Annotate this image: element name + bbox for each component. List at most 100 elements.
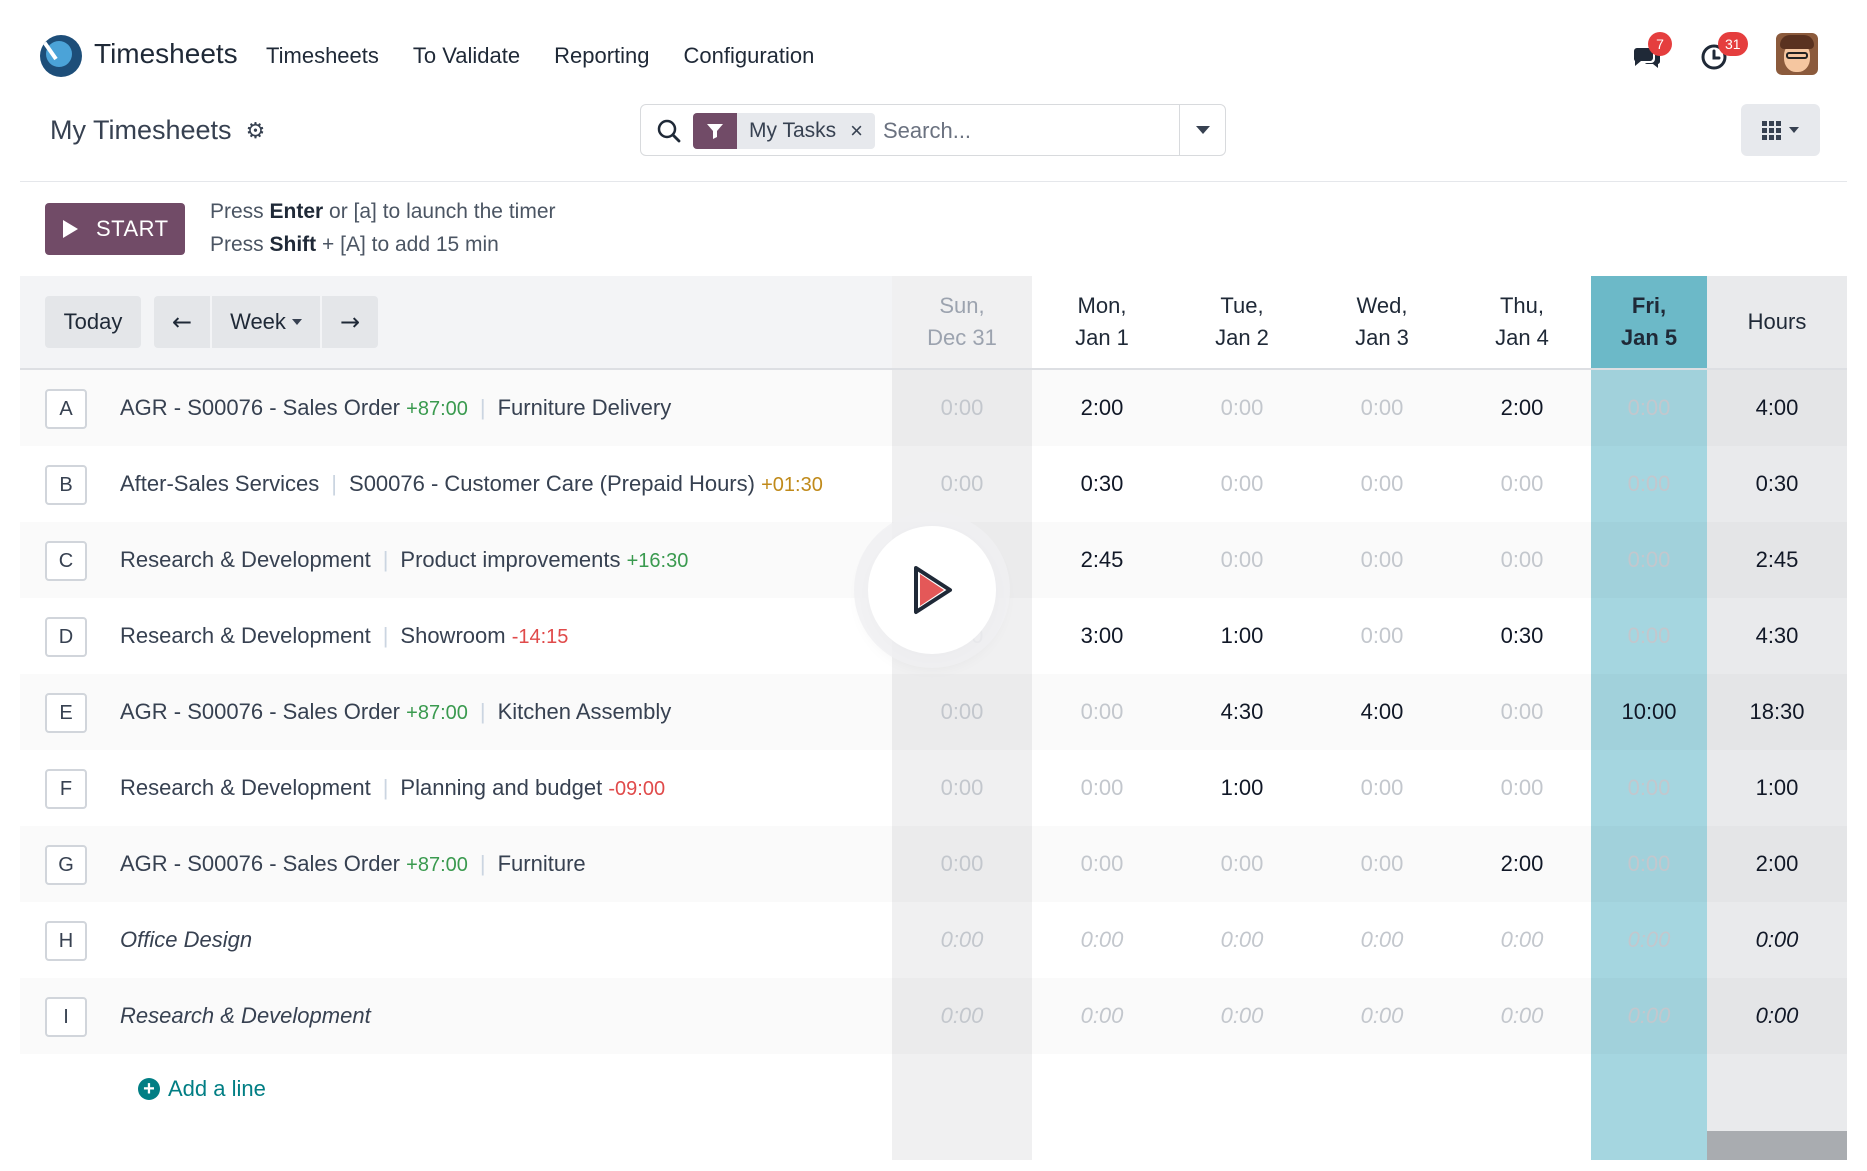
- time-cell[interactable]: 0:00: [1627, 927, 1671, 952]
- row-label[interactable]: Office Design: [120, 927, 252, 953]
- time-cell[interactable]: 0:00: [1080, 699, 1124, 724]
- main-menu: Timesheets To Validate Reporting Configu…: [266, 43, 814, 69]
- time-cell[interactable]: 0:00: [940, 395, 984, 420]
- row-total: 0:00: [1755, 1003, 1799, 1028]
- time-cell[interactable]: 0:00: [1360, 547, 1404, 572]
- video-play-button[interactable]: [868, 526, 996, 654]
- row-label[interactable]: AGR - S00076 - Sales Order +87:00 | Kitche…: [120, 699, 671, 725]
- row-project: Research & Development: [120, 623, 371, 648]
- time-cell[interactable]: 0:00: [1220, 1003, 1264, 1028]
- view-switcher-button[interactable]: [1741, 104, 1820, 156]
- time-cell[interactable]: 0:00: [940, 851, 984, 876]
- menu-configuration[interactable]: Configuration: [683, 43, 815, 68]
- row-label[interactable]: Research & Development | Showroom -14:15: [120, 623, 568, 649]
- time-cell[interactable]: 4:30: [1220, 699, 1264, 724]
- next-button[interactable]: →: [322, 296, 378, 348]
- time-cell[interactable]: 0:00: [1080, 1003, 1124, 1028]
- search-icon[interactable]: [655, 117, 683, 145]
- horizontal-scrollbar[interactable]: [1707, 1131, 1847, 1160]
- time-cell[interactable]: 0:00: [1360, 1003, 1404, 1028]
- time-cell[interactable]: 0:00: [1220, 547, 1264, 572]
- today-button[interactable]: Today: [45, 296, 141, 348]
- time-cell[interactable]: 0:00: [940, 471, 984, 496]
- time-cell[interactable]: 2:00: [1080, 395, 1124, 420]
- caret-down-icon: [291, 319, 302, 325]
- time-cell[interactable]: 0:00: [1080, 927, 1124, 952]
- facet-remove-icon[interactable]: ×: [850, 118, 863, 143]
- row-label[interactable]: Research & Development: [120, 1003, 371, 1029]
- row-separator: |: [382, 775, 389, 800]
- time-cell[interactable]: 0:00: [1360, 775, 1404, 800]
- gear-icon[interactable]: ⚙: [245, 117, 266, 143]
- row-shortcut-key: C: [45, 541, 87, 581]
- activities-button[interactable]: 31: [1700, 32, 1748, 72]
- time-cell[interactable]: 2:00: [1500, 395, 1544, 420]
- time-cell[interactable]: 0:00: [1627, 395, 1671, 420]
- task-remaining-hours: +16:30: [626, 550, 689, 572]
- menu-to-validate[interactable]: To Validate: [412, 43, 521, 68]
- row-label[interactable]: Research & Development | Planning and budg…: [120, 775, 665, 801]
- time-cell[interactable]: 4:00: [1360, 699, 1404, 724]
- add-line-button[interactable]: + Add a line: [138, 1076, 266, 1102]
- column-header-hours: Hours: [1747, 309, 1807, 334]
- time-cell[interactable]: 0:00: [1220, 471, 1264, 496]
- time-cell[interactable]: 0:00: [1627, 471, 1671, 496]
- time-cell[interactable]: 0:00: [940, 927, 984, 952]
- time-cell[interactable]: 0:00: [940, 775, 984, 800]
- time-cell[interactable]: 0:00: [1500, 775, 1544, 800]
- time-cell[interactable]: 1:00: [1220, 775, 1264, 800]
- row-label[interactable]: After-Sales Services | S00076 - Customer C…: [120, 471, 823, 497]
- caret-down-icon: [1195, 126, 1210, 134]
- time-cell[interactable]: 0:00: [1220, 851, 1264, 876]
- row-separator: |: [479, 851, 486, 876]
- time-cell[interactable]: 0:00: [1360, 927, 1404, 952]
- time-cell[interactable]: 0:00: [1080, 851, 1124, 876]
- previous-button[interactable]: ←: [154, 296, 210, 348]
- messages-button[interactable]: 7: [1630, 32, 1672, 72]
- range-dropdown[interactable]: Week: [212, 296, 320, 348]
- range-label: Week: [230, 309, 286, 334]
- time-cell[interactable]: 0:00: [1360, 623, 1404, 648]
- time-cell[interactable]: 0:00: [1220, 395, 1264, 420]
- start-timer-button[interactable]: START: [45, 203, 185, 255]
- time-cell[interactable]: 0:00: [1360, 851, 1404, 876]
- row-label[interactable]: AGR - S00076 - Sales Order +87:00 | Furnit…: [120, 851, 586, 877]
- time-cell[interactable]: 0:00: [1627, 547, 1671, 572]
- row-label[interactable]: AGR - S00076 - Sales Order +87:00 | Furnit…: [120, 395, 671, 421]
- search-input[interactable]: [883, 115, 1163, 147]
- menu-reporting[interactable]: Reporting: [554, 43, 650, 68]
- app-title[interactable]: Timesheets: [94, 38, 238, 69]
- row-project: Research & Development: [120, 775, 371, 800]
- row-label[interactable]: Research & Development | Product improveme…: [120, 547, 688, 573]
- time-cell[interactable]: 0:00: [1627, 623, 1671, 648]
- time-cell[interactable]: 0:00: [1500, 1003, 1544, 1028]
- time-cell[interactable]: 0:00: [1627, 1003, 1671, 1028]
- time-cell[interactable]: 0:00: [940, 1003, 984, 1028]
- menu-timesheets[interactable]: Timesheets: [266, 43, 379, 68]
- time-cell[interactable]: 0:00: [1500, 471, 1544, 496]
- time-cell[interactable]: 0:00: [1627, 851, 1671, 876]
- task-remaining-hours: +01:30: [761, 474, 823, 496]
- time-cell[interactable]: 0:00: [1220, 927, 1264, 952]
- time-cell[interactable]: 0:00: [940, 699, 984, 724]
- user-avatar[interactable]: [1776, 33, 1818, 75]
- time-cell[interactable]: 1:00: [1220, 623, 1264, 648]
- column-header-mon: Mon, Jan 1: [1075, 293, 1129, 350]
- time-cell[interactable]: 2:00: [1500, 851, 1544, 876]
- time-cell[interactable]: 2:45: [1080, 547, 1124, 572]
- time-cell[interactable]: 0:00: [1360, 395, 1404, 420]
- time-cell[interactable]: 0:00: [1500, 547, 1544, 572]
- time-cell[interactable]: 0:00: [1080, 775, 1124, 800]
- grid-row: D Research & Development | Showroom -14:15 0…: [20, 598, 1847, 674]
- chat-icon: [1634, 48, 1661, 68]
- time-cell[interactable]: 0:00: [1500, 927, 1544, 952]
- time-cell[interactable]: 10:00: [1621, 699, 1677, 724]
- time-cell[interactable]: 0:00: [1627, 775, 1671, 800]
- time-cell[interactable]: 0:00: [1500, 699, 1544, 724]
- time-cell[interactable]: 0:00: [1360, 471, 1404, 496]
- time-cell[interactable]: 0:30: [1080, 471, 1124, 496]
- app-logo-icon[interactable]: [40, 35, 82, 77]
- time-cell[interactable]: 3:00: [1080, 623, 1124, 648]
- time-cell[interactable]: 0:30: [1500, 623, 1544, 648]
- search-options-toggle[interactable]: [1179, 105, 1225, 155]
